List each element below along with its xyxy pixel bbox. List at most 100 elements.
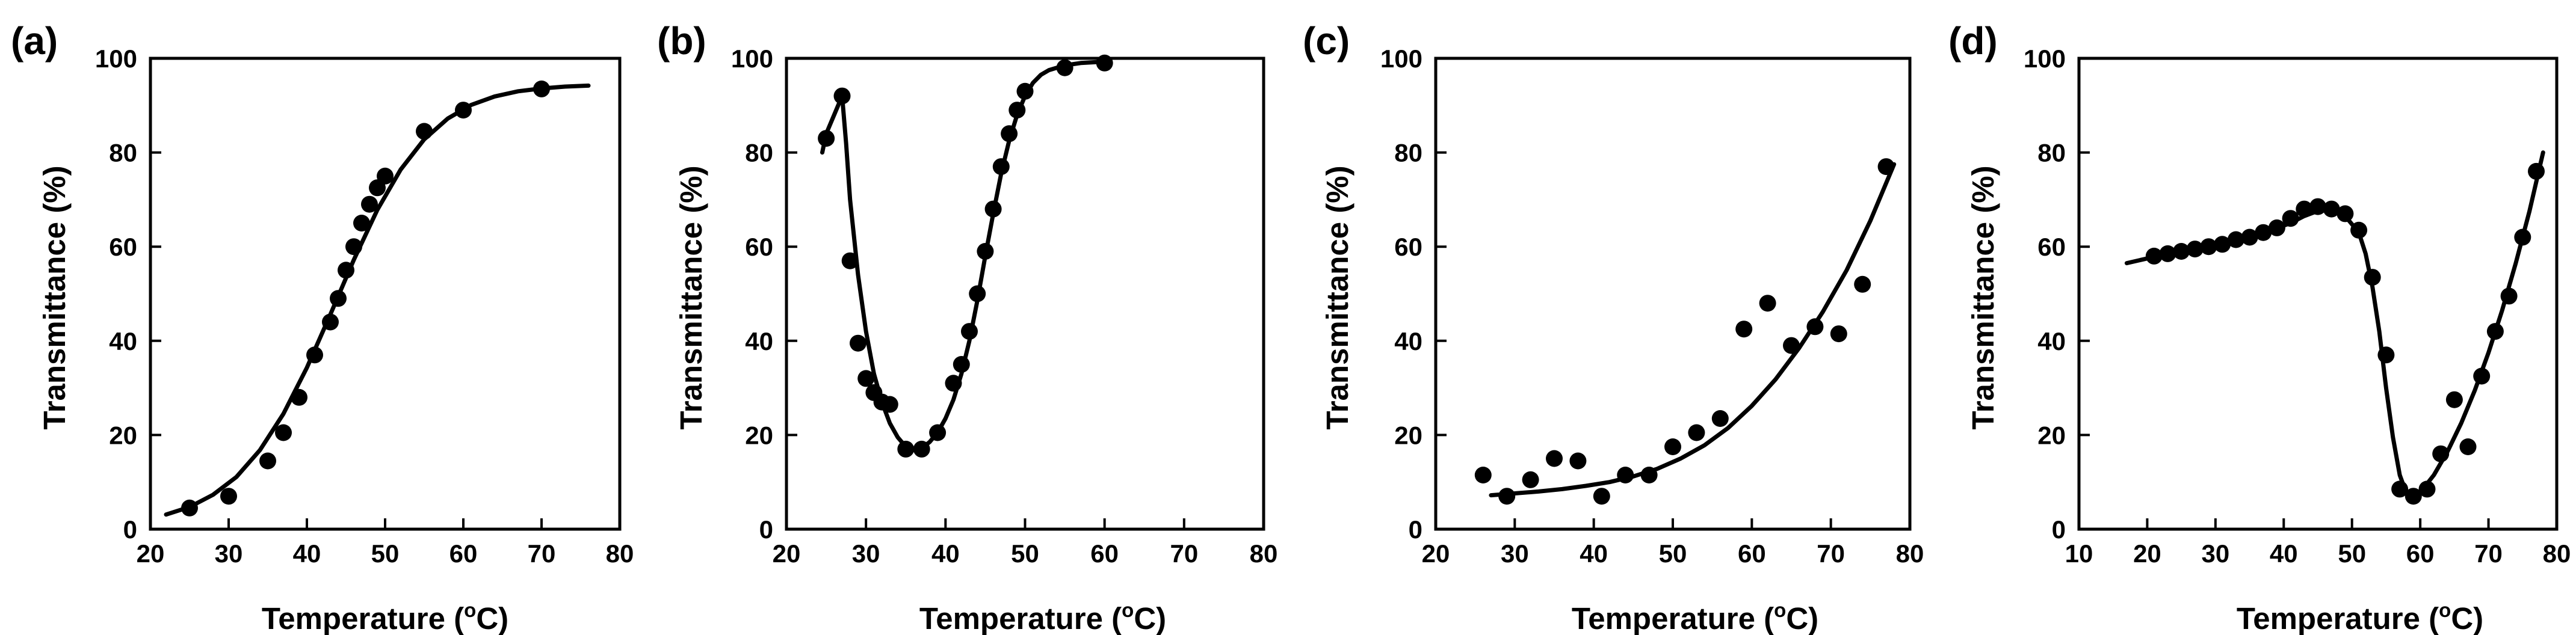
panel-d-x-axis-title: Temperature (oC): [2237, 599, 2483, 635]
panel-a-y-tick-label: 100: [95, 44, 137, 73]
panel-a-fit-curve: [164, 83, 591, 517]
panel-a-x-tick-label: 60: [449, 539, 478, 568]
panel-b-data-point: [897, 440, 915, 458]
panel-a-data-point: [377, 167, 394, 185]
panel-c-data-point: [1617, 467, 1634, 483]
panel-d-x-tick-label: 20: [2133, 539, 2161, 568]
panel-b-data-point: [857, 370, 875, 387]
panel-b-data-point: [1096, 54, 1113, 72]
panel-c-y-tick-label: 40: [1394, 327, 1422, 355]
panel-d-data-point: [2214, 236, 2231, 253]
panel-d-data-point: [2227, 231, 2244, 248]
panel-c-data-point: [1735, 321, 1753, 338]
panel-d-y-axis-title: Transmittance (%): [1966, 165, 2000, 429]
panel-d-data-point: [2528, 162, 2545, 180]
panel-b-data-point: [1008, 102, 1026, 119]
panel-d-data-point: [2241, 229, 2258, 246]
panel-d-data-point: [2459, 438, 2477, 455]
panel-c-data-point: [1498, 488, 1516, 505]
panel-d-data-point: [2282, 210, 2299, 227]
panel-d-data-point: [2268, 219, 2285, 236]
panel-d-x-tick-label: 10: [2065, 539, 2093, 568]
panel-c-data-point: [1593, 488, 1610, 505]
panel-c-label: (c): [1303, 19, 1350, 63]
panel-b-data-point: [961, 323, 978, 340]
panel-a-y-tick-label: 40: [109, 327, 137, 355]
panel-c-data-point: [1688, 424, 1705, 441]
panel-c-y-tick-label: 80: [1394, 139, 1422, 167]
panel-b-y-tick-label: 40: [745, 327, 773, 355]
panel-d-x-tick-label: 60: [2406, 539, 2435, 568]
panel-b-data-point: [969, 285, 986, 302]
panel-b-y-tick-label: 100: [731, 44, 773, 73]
panel-d-data-point: [2405, 488, 2422, 505]
panel-c-data-point: [1522, 471, 1539, 488]
panel-c-x-tick-label: 30: [1501, 539, 1529, 568]
panel-b-x-axis-title: Temperature (oC): [919, 599, 1166, 635]
panel-c-data-point: [1830, 325, 1847, 343]
panel-d-y-tick-label: 20: [2037, 421, 2066, 449]
panel-b-label: (b): [657, 19, 706, 63]
panel-d-x-tick-label: 80: [2543, 539, 2571, 568]
panel-a-data-point: [181, 499, 198, 517]
panel-b-data-point: [913, 440, 930, 458]
panel-a-y-tick-label: 80: [109, 139, 137, 167]
panel-c-data-point: [1711, 410, 1729, 427]
panel-d-data-point: [2418, 480, 2436, 498]
panel-c-x-tick-label: 80: [1896, 539, 1924, 568]
panel-a-data-point: [455, 102, 472, 119]
panel-a-y-tick-label: 20: [109, 421, 137, 449]
panel-b-data-point: [945, 375, 962, 392]
panel-b-data-point: [929, 424, 947, 441]
panel-a-data-point: [338, 262, 354, 279]
panel-d-data-point: [2159, 245, 2176, 262]
panel-a-label: (a): [11, 19, 58, 63]
panel-b-x-tick-label: 80: [1250, 539, 1278, 568]
panel-d-x-tick-label: 70: [2474, 539, 2503, 568]
panel-d-x-tick-label: 30: [2201, 539, 2229, 568]
panel-b-data-point: [953, 356, 970, 373]
panel-c-data-point: [1806, 318, 1824, 336]
panel-a-data-point: [322, 313, 339, 331]
panel-b-data-point: [1016, 82, 1034, 100]
panel-b-x-tick-label: 30: [852, 539, 880, 568]
panel-d-data-point: [2391, 480, 2409, 498]
panel-d-y-tick-label: 60: [2037, 233, 2066, 261]
panel-c-y-tick-label: 60: [1394, 233, 1422, 261]
panel-d-data-point: [2145, 247, 2163, 265]
panel-c-x-tick-label: 70: [1817, 539, 1845, 568]
panel-d-y-tick-label: 0: [2052, 515, 2066, 544]
panel-a-data-point: [291, 388, 307, 406]
panel-a-data-point: [306, 346, 323, 364]
panel-c-data-point: [1474, 467, 1492, 483]
panel-d-x-tick-label: 50: [2338, 539, 2366, 568]
panel-b-data-point: [833, 87, 851, 105]
panel-d-y-tick-label: 80: [2037, 139, 2066, 167]
panel-d-data-point: [2500, 287, 2518, 305]
panel-d-y-tick-label: 40: [2037, 327, 2066, 355]
panel-a-data-point: [275, 424, 292, 441]
panel-a-data-point: [259, 452, 276, 470]
panel-c-data-point: [1877, 158, 1895, 176]
panel-d-data-point: [2432, 445, 2450, 462]
panel-a-x-tick-label: 70: [528, 539, 556, 568]
panel-b-y-tick-label: 60: [745, 233, 773, 261]
panel-c-data-point: [1854, 275, 1871, 293]
panel-a-x-tick-label: 20: [137, 539, 165, 568]
panel-b-data-point: [841, 252, 859, 269]
panel-c-data-point: [1664, 438, 1681, 455]
panel-b-data-point: [818, 130, 835, 147]
panel-a-x-tick-label: 30: [215, 539, 243, 568]
panel-a-y-tick-label: 60: [109, 233, 137, 261]
panel-d-data-point: [2473, 367, 2491, 385]
panel-d-plot-frame: [2077, 57, 2559, 531]
panel-c-y-axis-title: Transmittance (%): [1320, 165, 1354, 429]
panel-c-x-axis-title: Temperature (oC): [1572, 599, 1818, 635]
panel-b-y-tick-label: 20: [745, 421, 773, 449]
panel-d-data-point: [2337, 205, 2354, 222]
panel-d-data-point: [2377, 346, 2395, 364]
